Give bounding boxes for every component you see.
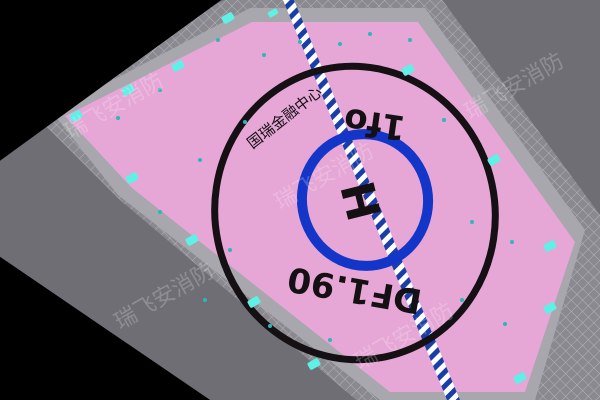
light (221, 12, 235, 24)
light (513, 372, 527, 384)
background-corner (0, 256, 210, 400)
light (307, 358, 321, 370)
light (247, 296, 261, 308)
light (185, 234, 199, 246)
light (267, 8, 279, 18)
light (171, 60, 185, 72)
h-circle (296, 129, 434, 271)
light (125, 172, 139, 184)
deck-dots (116, 32, 514, 342)
light (69, 110, 83, 122)
background-corner (0, 0, 222, 161)
light (543, 240, 557, 252)
top-marking: 1fo (341, 99, 408, 147)
light (121, 84, 135, 96)
light (401, 64, 415, 76)
perimeter-lights (5, 8, 557, 384)
light (543, 302, 557, 314)
landing-deck (65, 22, 575, 392)
light (487, 154, 501, 166)
touchdown-circle (211, 62, 499, 364)
center-stripe-line (283, 0, 460, 400)
